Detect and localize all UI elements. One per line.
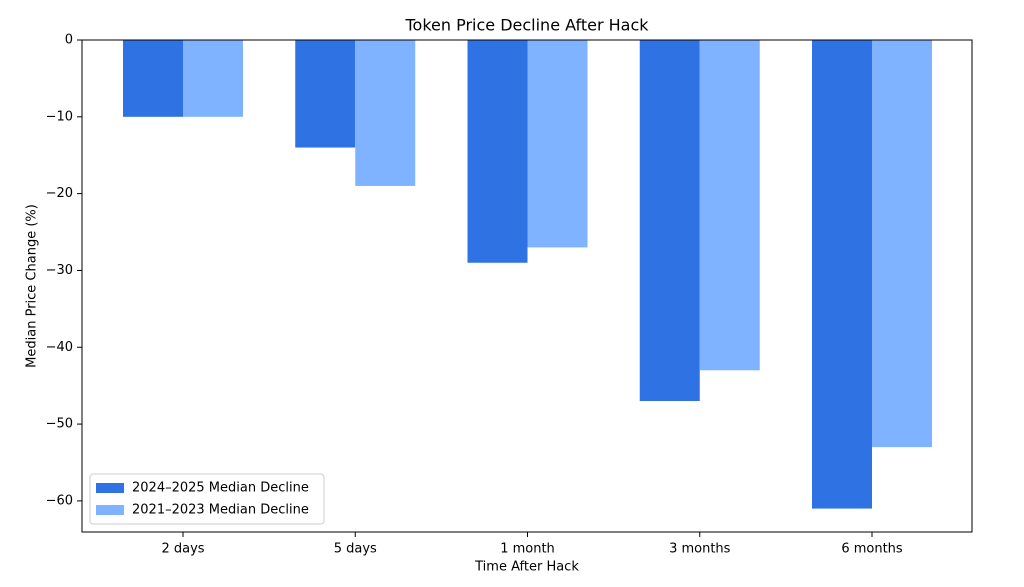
chart-title: Token Price Decline After Hack: [404, 16, 649, 35]
legend-label: 2021–2023 Median Decline: [132, 503, 309, 518]
x-tick-label: 2 days: [161, 542, 204, 557]
bar: [355, 40, 416, 186]
x-tick-label: 6 months: [841, 542, 903, 557]
legend-swatch: [96, 483, 124, 493]
y-tick-label: −60: [46, 493, 73, 508]
x-tick-label: 1 month: [500, 542, 555, 557]
legend-label: 2024–2025 Median Decline: [132, 481, 309, 496]
y-tick-label: 0: [65, 33, 73, 48]
bar: [872, 40, 932, 448]
x-tick-label: 3 months: [669, 542, 731, 557]
bar: [123, 40, 183, 117]
x-axis-label: Time After Hack: [474, 560, 579, 575]
y-axis-label: Median Price Change (%): [25, 204, 40, 368]
y-tick-label: −20: [46, 186, 73, 201]
bar: [183, 40, 243, 117]
bar: [467, 40, 528, 263]
bar: [527, 40, 588, 248]
bar: [639, 40, 700, 402]
plot-frame: [81, 39, 973, 533]
bar: [295, 40, 356, 148]
bar: [699, 40, 760, 371]
legend-box: [89, 473, 325, 525]
y-tick-label: −40: [46, 340, 73, 355]
y-tick-label: −10: [46, 109, 73, 124]
x-tick-label: 5 days: [334, 542, 377, 557]
bar: [812, 40, 872, 509]
legend-swatch: [96, 505, 124, 515]
y-tick-label: −50: [46, 417, 73, 432]
y-tick-label: −30: [46, 263, 73, 278]
